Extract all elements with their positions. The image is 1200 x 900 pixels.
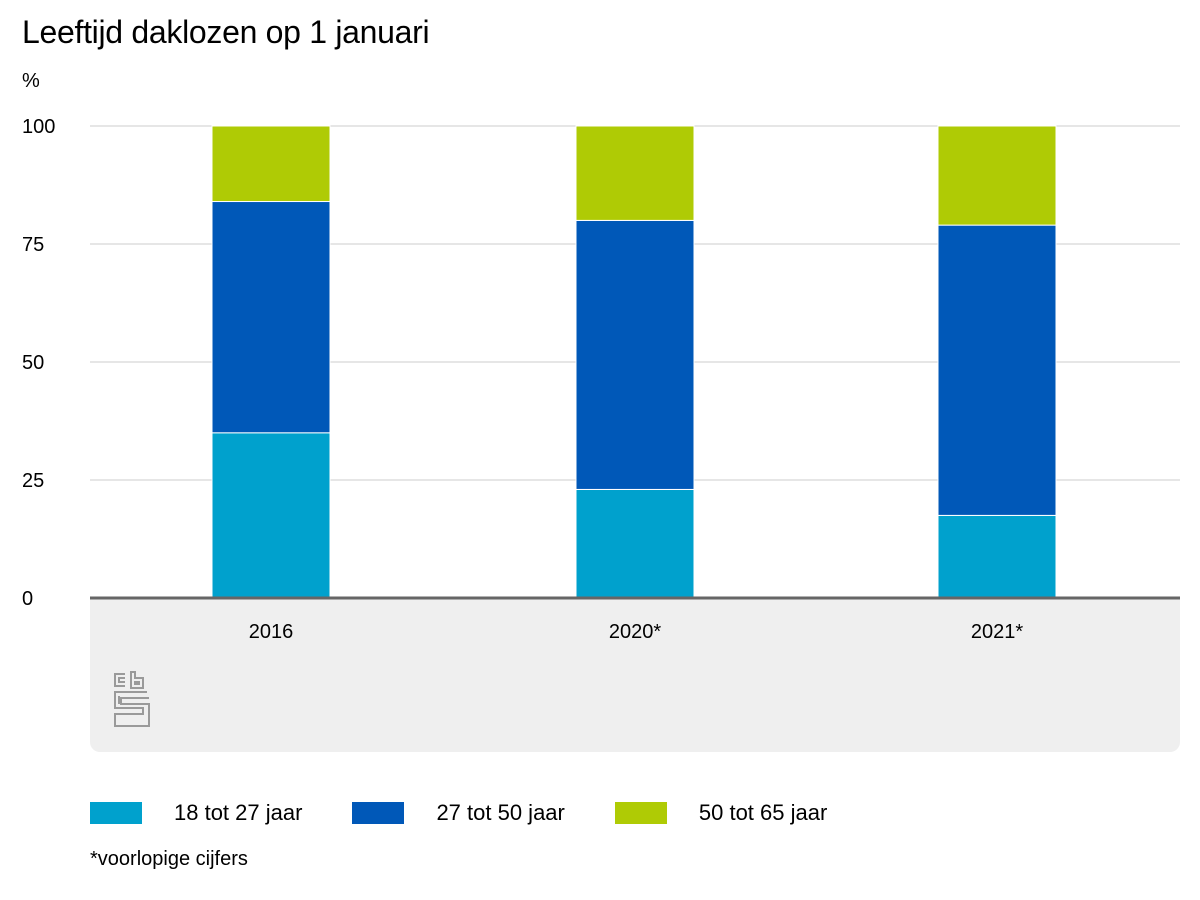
legend: 18 tot 27 jaar 27 tot 50 jaar 50 tot 65 … [90, 800, 877, 826]
bar-segment [575, 125, 695, 221]
legend-swatch [90, 802, 142, 824]
legend-item-50-65: 50 tot 65 jaar [614, 800, 828, 826]
bar-segment [575, 219, 695, 490]
y-tick-label: 75 [22, 234, 44, 256]
chart-title: Leeftijd daklozen op 1 januari [22, 14, 430, 50]
legend-label: 18 tot 27 jaar [174, 800, 303, 825]
cbs-logo-icon [114, 671, 150, 727]
y-tick-label: 0 [22, 588, 33, 610]
x-axis-band [90, 598, 1180, 752]
x-tick-label: 2020* [609, 621, 661, 643]
y-tick-label: 50 [22, 352, 44, 374]
bar-segment [937, 125, 1057, 226]
footnote: *voorlopige cijfers [90, 848, 248, 870]
legend-swatch [614, 802, 667, 824]
bar-segment [211, 201, 331, 434]
y-tick-label: 25 [22, 470, 44, 492]
bar-segment [211, 125, 331, 203]
legend-label: 50 tot 65 jaar [698, 800, 828, 825]
y-axis-unit: % [22, 70, 40, 92]
y-tick-label: 100 [22, 116, 55, 138]
legend-item-27-50: 27 tot 50 jaar [352, 800, 565, 826]
legend-swatch [352, 802, 405, 824]
bar-segment [937, 224, 1057, 516]
legend-label: 27 tot 50 jaar [436, 800, 565, 825]
bar-segment [575, 488, 695, 599]
bar-segment [937, 514, 1057, 599]
x-tick-label: 2016 [249, 621, 294, 643]
bar-segment [211, 432, 331, 599]
x-tick-label: 2021* [971, 621, 1023, 643]
legend-item-18-27: 18 tot 27 jaar [90, 800, 302, 826]
